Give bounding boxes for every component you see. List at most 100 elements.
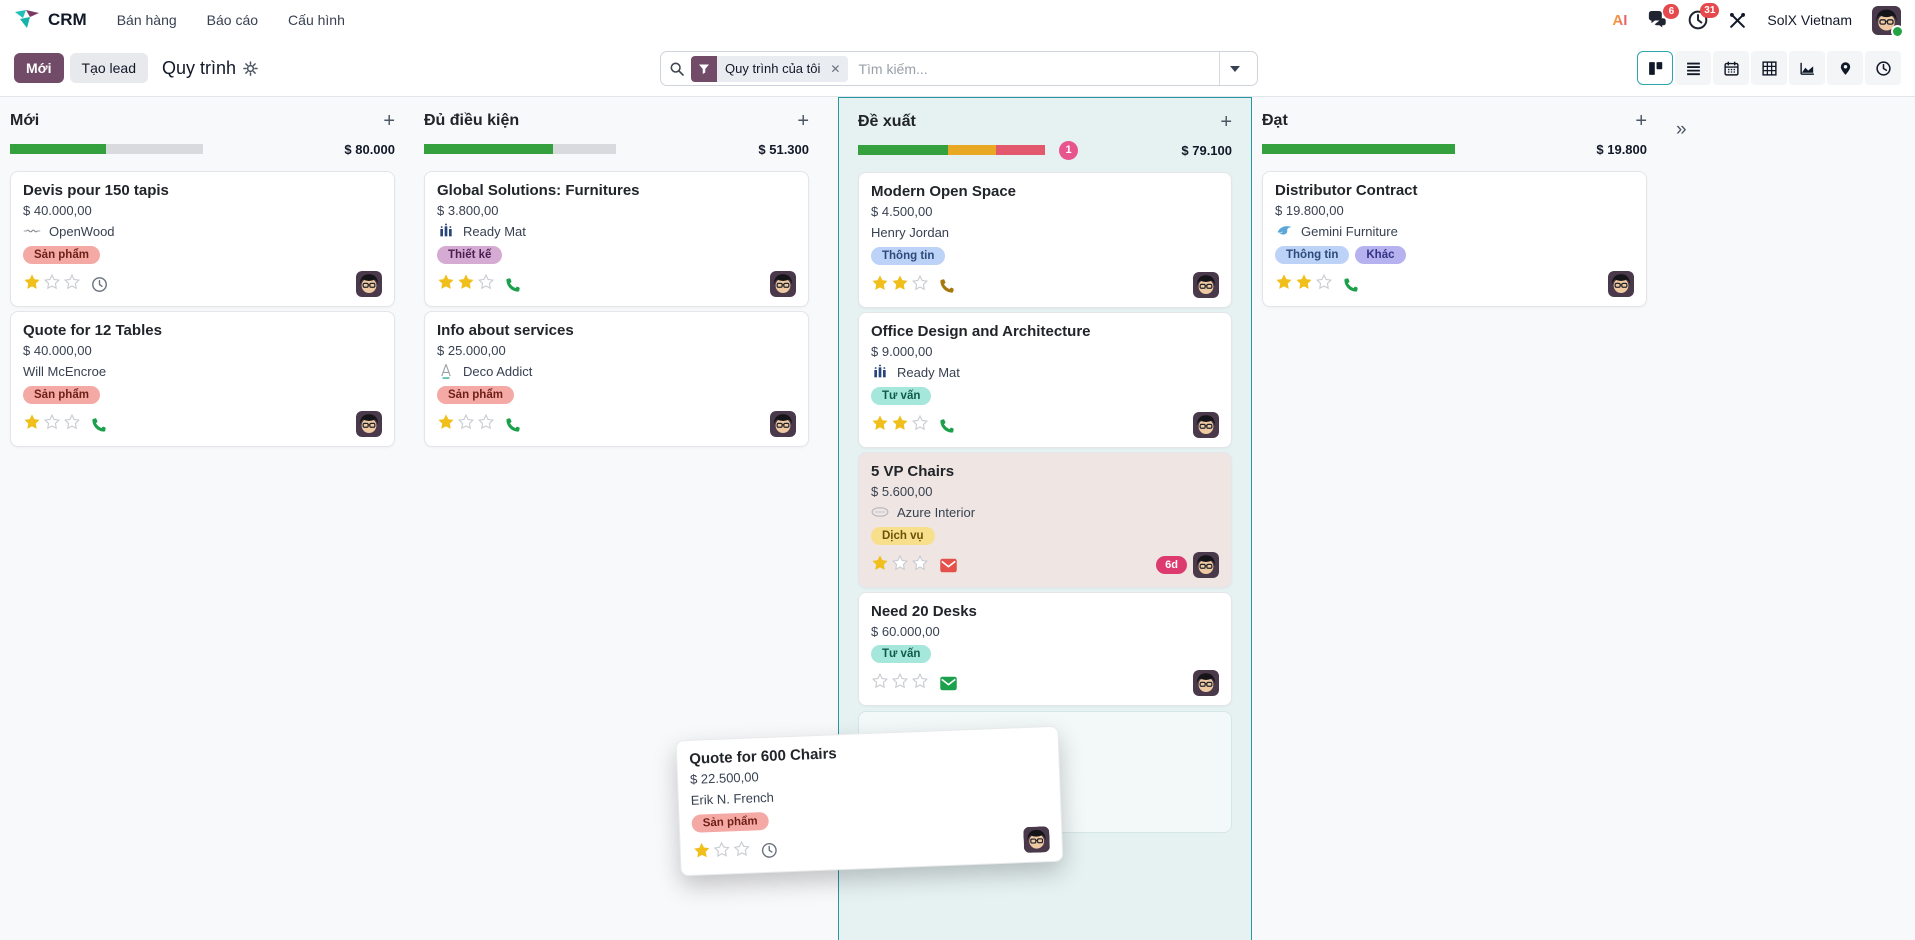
- column-progressbar[interactable]: [10, 144, 203, 154]
- add-record-button[interactable]: +: [1635, 110, 1647, 132]
- salesperson-avatar[interactable]: [1023, 826, 1050, 853]
- star-filled-icon[interactable]: [891, 274, 909, 297]
- user-avatar[interactable]: [1872, 5, 1904, 38]
- column-progressbar[interactable]: [858, 145, 1045, 155]
- tag-pill[interactable]: Thông tin: [871, 247, 946, 265]
- kanban-card[interactable]: Quote for 12 Tables $ 40.000,00 Will McEnc…: [10, 311, 395, 447]
- search-input[interactable]: [858, 60, 1219, 77]
- star-filled-icon[interactable]: [891, 414, 909, 437]
- clock-activity-icon[interactable]: [760, 841, 778, 859]
- view-graph-button[interactable]: [1789, 51, 1825, 85]
- app-brand[interactable]: CRM: [14, 9, 87, 31]
- tag-pill[interactable]: Sản phẩm: [23, 246, 100, 264]
- kanban-card[interactable]: Modern Open Space $ 4.500,00 Henry Jordan T…: [858, 172, 1232, 308]
- tools-button[interactable]: [1728, 11, 1747, 30]
- ai-button[interactable]: AI: [1612, 12, 1627, 29]
- salesperson-avatar[interactable]: [1193, 670, 1219, 696]
- view-activity-button[interactable]: [1865, 51, 1901, 85]
- tag-pill[interactable]: Tư vấn: [871, 387, 932, 405]
- envelope-activity-icon[interactable]: [939, 558, 958, 573]
- phone-activity-icon[interactable]: [505, 276, 522, 293]
- add-record-button[interactable]: +: [797, 110, 809, 132]
- kanban-card[interactable]: Devis pour 150 tapis $ 40.000,00 OpenWood S…: [10, 171, 395, 307]
- kanban-card[interactable]: Office Design and Architecture $ 9.000,00…: [858, 312, 1232, 448]
- star-filled-icon[interactable]: [871, 274, 889, 297]
- view-map-button[interactable]: [1827, 51, 1863, 85]
- search-dropdown-toggle[interactable]: [1219, 52, 1249, 85]
- salesperson-avatar[interactable]: [356, 271, 382, 297]
- kanban-card[interactable]: Global Solutions: Furnitures $ 3.800,00 Re…: [424, 171, 809, 307]
- star-empty-icon[interactable]: [891, 554, 909, 577]
- tag-pill[interactable]: Sản phẩm: [691, 811, 770, 833]
- star-filled-icon[interactable]: [1275, 273, 1293, 296]
- star-empty-icon[interactable]: [911, 414, 929, 437]
- star-empty-icon[interactable]: [43, 273, 61, 296]
- gear-icon[interactable]: [243, 60, 258, 76]
- column-count-badge[interactable]: 1: [1059, 140, 1078, 160]
- fold-columns-arrow[interactable]: »: [1676, 119, 1687, 140]
- kanban-card[interactable]: Distributor Contract $ 19.800,00 Gemini Fu…: [1262, 171, 1647, 307]
- tag-pill[interactable]: Dịch vụ: [871, 527, 935, 545]
- view-pivot-button[interactable]: [1751, 51, 1787, 85]
- phone-activity-icon[interactable]: [939, 417, 956, 434]
- star-empty-icon[interactable]: [457, 413, 475, 436]
- salesperson-avatar[interactable]: [1608, 271, 1634, 297]
- view-kanban-button[interactable]: [1637, 51, 1673, 85]
- kanban-card[interactable]: Need 20 Desks $ 60.000,00 Tư vấn: [858, 592, 1232, 706]
- star-empty-icon[interactable]: [63, 413, 81, 436]
- star-filled-icon[interactable]: [692, 841, 711, 865]
- star-empty-icon[interactable]: [911, 554, 929, 577]
- clock-activity-icon[interactable]: [91, 276, 108, 293]
- star-filled-icon[interactable]: [871, 554, 889, 577]
- generate-leads-button[interactable]: Tạo lead: [69, 53, 148, 83]
- tag-pill[interactable]: Khác: [1355, 246, 1406, 264]
- phone-activity-icon[interactable]: [91, 416, 108, 433]
- phone-activity-icon[interactable]: [505, 416, 522, 433]
- kanban-card[interactable]: 5 VP Chairs $ 5.600,00 Azure Interior Dịch …: [858, 452, 1232, 588]
- star-filled-icon[interactable]: [437, 413, 455, 436]
- star-empty-icon[interactable]: [43, 413, 61, 436]
- salesperson-avatar[interactable]: [1193, 552, 1219, 578]
- star-empty-icon[interactable]: [477, 413, 495, 436]
- star-filled-icon[interactable]: [23, 413, 41, 436]
- star-filled-icon[interactable]: [871, 414, 889, 437]
- facet-remove-icon[interactable]: ✕: [830, 61, 841, 76]
- search-facet[interactable]: Quy trình của tôi ✕: [691, 55, 849, 82]
- salesperson-avatar[interactable]: [356, 411, 382, 437]
- kanban-card[interactable]: Quote for 600 Chairs $ 22.500,00 Erik N. F…: [675, 725, 1064, 877]
- add-record-button[interactable]: +: [1220, 111, 1232, 133]
- star-filled-icon[interactable]: [23, 273, 41, 296]
- star-filled-icon[interactable]: [457, 273, 475, 296]
- new-button[interactable]: Mới: [14, 53, 64, 83]
- star-filled-icon[interactable]: [1295, 273, 1313, 296]
- tag-pill[interactable]: Thông tin: [1275, 246, 1350, 264]
- messages-button[interactable]: 6: [1647, 3, 1680, 30]
- phone-activity-icon[interactable]: [939, 277, 956, 294]
- tag-pill[interactable]: Sản phẩm: [437, 386, 514, 404]
- star-empty-icon[interactable]: [712, 840, 731, 864]
- tag-pill[interactable]: Tư vấn: [871, 645, 932, 663]
- salesperson-avatar[interactable]: [1193, 412, 1219, 438]
- star-empty-icon[interactable]: [477, 273, 495, 296]
- column-progressbar[interactable]: [1262, 144, 1455, 154]
- tag-pill[interactable]: Sản phẩm: [23, 386, 100, 404]
- app-name[interactable]: CRM: [48, 10, 87, 29]
- envelope-activity-icon[interactable]: [939, 676, 958, 691]
- star-empty-icon[interactable]: [891, 672, 909, 695]
- star-empty-icon[interactable]: [732, 839, 751, 863]
- view-list-button[interactable]: [1675, 51, 1711, 85]
- user-name[interactable]: SolX Vietnam: [1767, 12, 1852, 28]
- view-calendar-button[interactable]: [1713, 51, 1749, 85]
- tag-pill[interactable]: Thiết kế: [437, 246, 503, 264]
- activities-button[interactable]: 31: [1688, 3, 1720, 30]
- star-empty-icon[interactable]: [911, 672, 929, 695]
- salesperson-avatar[interactable]: [1193, 272, 1219, 298]
- add-record-button[interactable]: +: [383, 110, 395, 132]
- menu-configuration[interactable]: Cấu hình: [288, 12, 345, 28]
- phone-activity-icon[interactable]: [1343, 276, 1360, 293]
- menu-reporting[interactable]: Báo cáo: [206, 12, 259, 28]
- salesperson-avatar[interactable]: [770, 271, 796, 297]
- star-empty-icon[interactable]: [911, 274, 929, 297]
- kanban-card[interactable]: Info about services $ 25.000,00 Deco Addic…: [424, 311, 809, 447]
- star-empty-icon[interactable]: [871, 672, 889, 695]
